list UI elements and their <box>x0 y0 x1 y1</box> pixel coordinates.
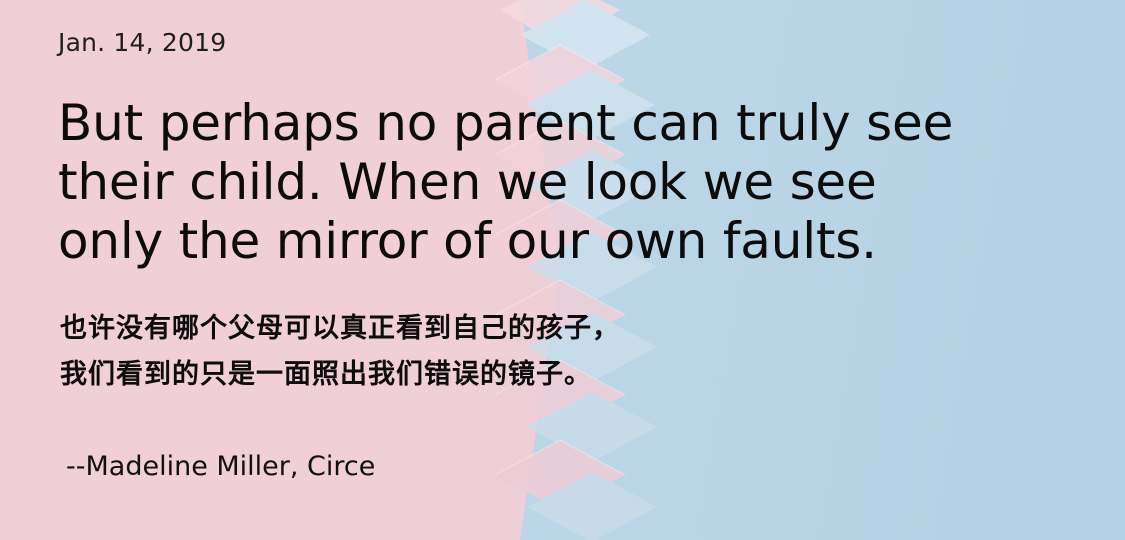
quote-english-line: only the mirror of our own faults. <box>58 212 877 270</box>
paper-card <box>527 472 657 540</box>
quote-english-line: But perhaps no parent can truly see <box>58 94 954 152</box>
post-date: Jan. 14, 2019 <box>58 28 227 57</box>
quote-attribution: --Madeline Miller, Circe <box>66 451 376 482</box>
quote-english: But perhaps no parent can truly see thei… <box>58 94 1098 271</box>
quote-chinese-line: 也许没有哪个父母可以真正看到自己的孩子， <box>60 313 620 344</box>
quote-chinese: 也许没有哪个父母可以真正看到自己的孩子， 我们看到的只是一面照出我们错误的镜子。 <box>60 306 620 398</box>
quote-chinese-line: 我们看到的只是一面照出我们错误的镜子。 <box>60 359 592 390</box>
quote-english-line: their child. When we look we see <box>58 153 877 211</box>
